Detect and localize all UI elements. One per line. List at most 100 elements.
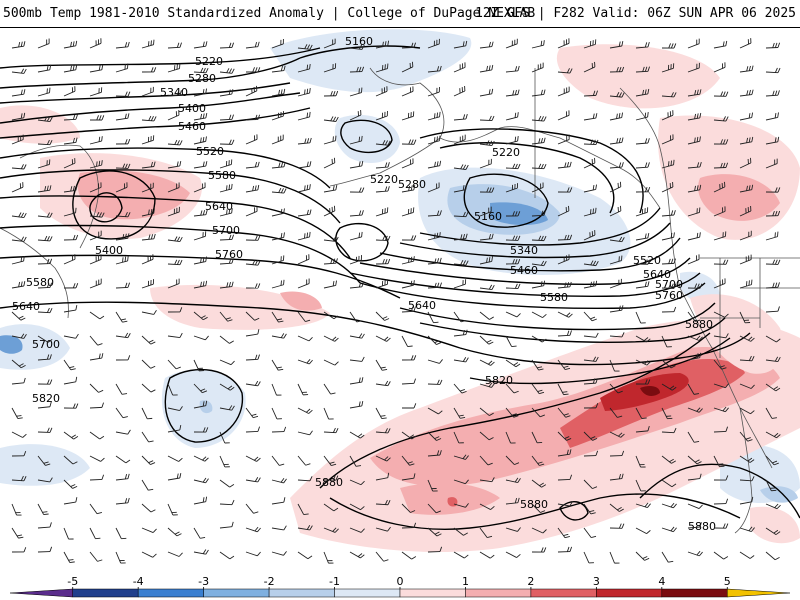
wind-barb-feather <box>148 440 154 443</box>
wind-barb <box>193 71 207 74</box>
wind-barb-feather <box>647 186 651 192</box>
wind-barb <box>531 431 538 444</box>
wind-barb <box>453 189 466 193</box>
wind-barb-feather <box>699 551 703 557</box>
wind-barb-feather <box>205 88 207 94</box>
wind-barb <box>37 92 50 97</box>
wind-barb-feather <box>515 363 521 368</box>
wind-barb-feather <box>228 405 233 410</box>
wind-barb <box>297 407 309 414</box>
wind-barb <box>453 455 466 460</box>
wind-barb-feather <box>646 361 651 366</box>
wind-barb-feather <box>283 232 285 238</box>
wind-barb <box>427 214 441 217</box>
wind-barb-feather <box>127 282 130 288</box>
wind-barb-feather <box>380 366 386 369</box>
wind-barb-feather <box>694 283 698 289</box>
wind-barb-feather <box>16 534 23 537</box>
height-label: 5700 <box>212 224 240 237</box>
wind-barb <box>479 163 492 169</box>
wind-barb-feather <box>513 415 519 418</box>
wind-barb-feather <box>306 112 309 118</box>
wind-barb-feather <box>569 281 572 287</box>
wind-barb-feather <box>669 458 674 463</box>
wind-barb <box>557 166 570 169</box>
wind-barb <box>531 527 544 534</box>
wind-barb-feather <box>644 162 648 168</box>
wind-barb-feather <box>618 113 621 119</box>
wind-barb-feather <box>382 235 386 241</box>
wind-barb-feather <box>179 160 182 167</box>
wind-barb-feather <box>202 549 207 554</box>
wind-barb-feather <box>202 89 205 95</box>
wind-barb-feather <box>231 42 235 48</box>
wind-barb <box>11 139 24 145</box>
wind-barb <box>453 167 466 170</box>
wind-barb-feather <box>332 527 337 532</box>
wind-barb <box>323 335 335 342</box>
wind-barb-feather <box>595 378 598 384</box>
wind-barb-feather <box>591 535 597 539</box>
wind-barb-feather <box>618 162 622 168</box>
wind-barb <box>63 212 76 217</box>
wind-barb-feather <box>462 233 466 240</box>
wind-barb-feather <box>621 332 625 338</box>
wind-barb-feather <box>228 42 232 48</box>
contour-bering-low <box>340 119 393 154</box>
wind-barb-feather <box>304 89 306 95</box>
wind-barb <box>635 70 649 73</box>
wind-barb-feather <box>720 162 723 168</box>
wind-barb <box>89 42 102 49</box>
wind-barb-feather <box>304 138 307 144</box>
wind-barb-feather <box>777 306 780 312</box>
wind-barb-feather <box>644 66 648 72</box>
wind-barb-feather <box>563 393 569 396</box>
wind-barb-feather <box>358 161 361 167</box>
wind-barb-feather <box>746 90 749 96</box>
wind-barb-feather <box>335 258 338 264</box>
wind-barb <box>89 91 102 97</box>
wind-barb-feather <box>68 559 74 561</box>
wind-barb-feather <box>644 259 648 265</box>
wind-barb <box>375 407 383 419</box>
wind-barb <box>609 383 619 394</box>
wind-barb-feather <box>777 187 781 193</box>
wind-barb <box>11 479 25 482</box>
wind-barb <box>271 335 284 339</box>
wind-barb <box>427 262 440 265</box>
contour-5280-gulf <box>419 128 644 214</box>
wind-barb <box>531 383 540 394</box>
wind-barb-feather <box>231 521 234 527</box>
wind-barb <box>401 335 409 347</box>
wind-barb <box>297 213 310 217</box>
contour-gulf-low <box>463 173 549 228</box>
wind-barb-feather <box>202 316 208 321</box>
wind-barb-feather <box>458 414 464 417</box>
colorbar-tick-label: -1 <box>329 575 340 588</box>
colorbar-bin <box>334 588 401 598</box>
wind-barb-feather <box>49 212 53 218</box>
wind-barb <box>739 189 752 193</box>
wind-barb-feather <box>725 333 729 339</box>
wind-barb <box>401 284 414 289</box>
wind-barb <box>375 359 383 371</box>
wind-barb <box>479 119 493 122</box>
wind-barb-feather <box>98 389 104 393</box>
wind-barb <box>531 503 541 513</box>
wind-barb-feather <box>673 210 676 216</box>
wind-barb-feather <box>775 531 781 535</box>
wind-barb-feather <box>384 380 389 386</box>
wind-barb-feather <box>305 463 311 466</box>
wind-barb <box>141 527 154 533</box>
wind-barb-feather <box>279 463 285 466</box>
wind-barb-feather <box>227 385 233 390</box>
wind-barb <box>271 284 284 289</box>
wind-barb-feather <box>566 546 570 552</box>
wind-barb <box>609 551 615 564</box>
wind-barb <box>219 188 232 193</box>
wind-barb-feather <box>355 465 362 467</box>
wind-barb-feather <box>413 306 416 312</box>
wind-barb <box>349 311 358 323</box>
wind-barb <box>297 283 310 289</box>
anomaly-map[interactable]: 5160 5220 5280 5340 5400 5460 5520 5580 … <box>0 28 800 575</box>
